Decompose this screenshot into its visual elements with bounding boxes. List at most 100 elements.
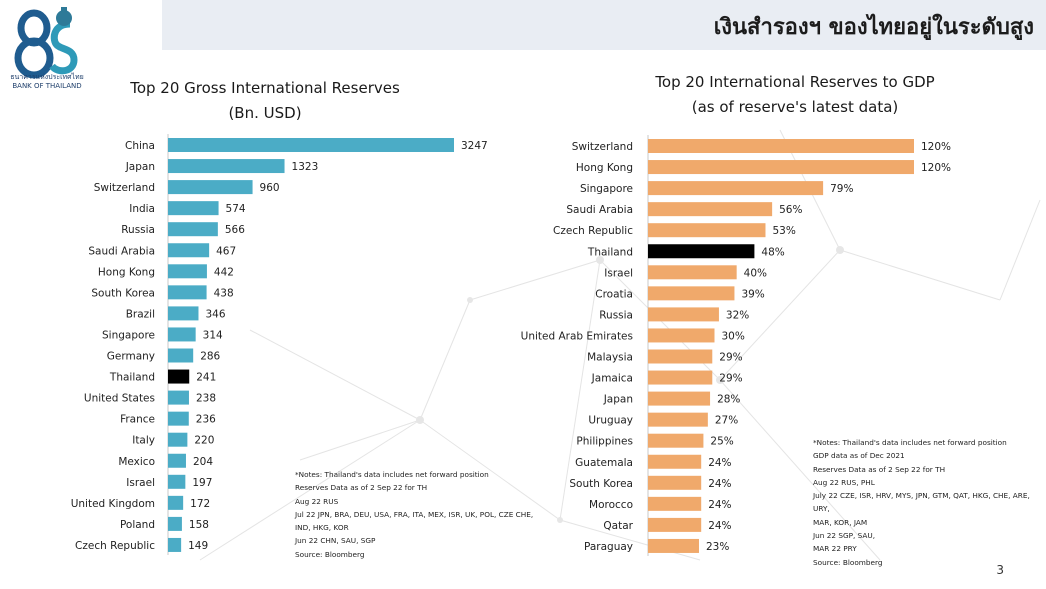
right-value-label: 48% bbox=[761, 246, 784, 258]
right-note-line: MAR 22 PRY bbox=[813, 544, 857, 554]
right-value-label: 24% bbox=[708, 520, 731, 532]
right-category-label: Saudi Arabia bbox=[566, 204, 633, 216]
right-bar bbox=[648, 538, 699, 553]
left-bar bbox=[168, 243, 210, 258]
left-bar bbox=[168, 474, 186, 489]
right-category-label: Czech Republic bbox=[553, 225, 633, 237]
left-category-label: Israel bbox=[126, 477, 155, 489]
right-bar bbox=[648, 391, 711, 406]
left-category-label: South Korea bbox=[91, 287, 155, 299]
right-category-label: Jamaica bbox=[591, 373, 633, 385]
right-category-label: Israel bbox=[604, 267, 633, 279]
left-value-label: 574 bbox=[226, 203, 246, 215]
right-category-label: Uruguay bbox=[588, 415, 633, 427]
right-category-label: Morocco bbox=[589, 499, 633, 511]
left-value-label: 3247 bbox=[461, 140, 488, 152]
left-note-line: *Notes: Thailand's data includes net for… bbox=[295, 470, 489, 479]
left-bar bbox=[168, 411, 189, 426]
left-bar bbox=[168, 159, 285, 174]
right-value-label: 39% bbox=[741, 288, 764, 300]
right-category-label: Guatemala bbox=[575, 457, 633, 469]
right-category-label: Singapore bbox=[580, 183, 633, 195]
logo-name-th: ธนาคารแห่งประเทศไทย bbox=[10, 73, 84, 81]
left-bar bbox=[168, 306, 199, 321]
left-value-label: 220 bbox=[194, 435, 214, 447]
right-value-label: 24% bbox=[708, 478, 731, 490]
page-title: เงินสำรองฯ ของไทยอยู่ในระดับสูง bbox=[713, 15, 1034, 40]
right-note-line: MAR, KOR, JAM bbox=[813, 517, 868, 527]
right-value-label: 32% bbox=[726, 309, 749, 321]
right-note-line: *Notes: Thailand's data includes net for… bbox=[813, 438, 1007, 447]
left-category-label: France bbox=[120, 414, 155, 426]
left-bar bbox=[168, 369, 190, 384]
right-bar bbox=[648, 370, 713, 385]
left-bar bbox=[168, 138, 454, 152]
logo-caption: ธนาคารแห่งประเทศไทย BANK OF THAILAND bbox=[4, 73, 90, 91]
header-band: เงินสำรองฯ ของไทยอยู่ในระดับสูง bbox=[162, 0, 1046, 50]
right-value-label: 25% bbox=[710, 436, 733, 448]
right-bar bbox=[648, 475, 702, 490]
left-note-line: Jul 22 JPN, BRA, DEU, USA, FRA, ITA, MEX… bbox=[295, 509, 534, 519]
left-bar bbox=[168, 432, 188, 447]
right-note-line: Jun 22 SGP, SAU, bbox=[813, 531, 876, 541]
right-note-line: Source: Bloomberg bbox=[813, 557, 883, 567]
left-bar bbox=[168, 285, 207, 300]
left-category-label: Brazil bbox=[126, 308, 155, 320]
right-bar bbox=[648, 412, 708, 427]
left-category-label: Czech Republic bbox=[75, 540, 155, 552]
left-category-label: United States bbox=[84, 393, 155, 405]
left-category-label: Japan bbox=[125, 161, 155, 173]
right-value-label: 79% bbox=[830, 183, 853, 195]
left-bar bbox=[168, 222, 218, 237]
right-bar bbox=[648, 181, 824, 196]
left-category-label: United Kingdom bbox=[71, 498, 155, 510]
left-bar bbox=[168, 348, 194, 363]
left-value-label: 204 bbox=[193, 456, 213, 468]
right-value-label: 23% bbox=[706, 541, 729, 553]
left-bar bbox=[168, 495, 184, 510]
left-category-label: Saudi Arabia bbox=[88, 245, 155, 257]
left-value-label: 1323 bbox=[292, 161, 319, 173]
right-bar bbox=[648, 160, 914, 175]
left-category-label: India bbox=[129, 203, 155, 215]
right-bar bbox=[648, 349, 713, 364]
left-value-label: 149 bbox=[188, 540, 208, 552]
right-value-label: 40% bbox=[744, 267, 767, 279]
left-value-label: 442 bbox=[214, 266, 234, 278]
left-value-label: 314 bbox=[203, 329, 223, 341]
right-chart-title: Top 20 International Reserves to GDP (as… bbox=[620, 70, 970, 120]
left-note-line: Jun 22 CHN, SAU, SGP bbox=[295, 536, 376, 546]
left-value-label: 438 bbox=[214, 287, 234, 299]
right-category-label: Croatia bbox=[595, 288, 633, 300]
left-category-label: Switzerland bbox=[94, 182, 155, 194]
left-value-label: 566 bbox=[225, 224, 245, 236]
right-value-label: 120% bbox=[921, 162, 951, 174]
right-note-line: Aug 22 RUS, PHL bbox=[813, 477, 875, 487]
left-chart-title-main: Top 20 Gross International Reserves bbox=[130, 79, 400, 97]
right-category-label: Thailand bbox=[587, 246, 633, 258]
left-category-label: Russia bbox=[121, 224, 155, 236]
left-value-label: 960 bbox=[260, 182, 280, 194]
left-chart-subtitle: (Bn. USD) bbox=[228, 104, 302, 122]
left-value-label: 346 bbox=[205, 308, 225, 320]
left-notes: *Notes: Thailand's data includes net for… bbox=[295, 468, 535, 561]
right-value-label: 29% bbox=[719, 352, 742, 364]
right-category-label: Hong Kong bbox=[576, 162, 633, 174]
right-chart-title-main: Top 20 International Reserves to GDP bbox=[655, 73, 935, 91]
right-value-label: 53% bbox=[772, 225, 795, 237]
right-note-line: July 22 CZE, ISR, HRV, MYS, JPN, GTM, QA… bbox=[813, 491, 1030, 514]
right-note-line: Reserves Data as of 2 Sep 22 for TH bbox=[813, 464, 946, 474]
right-value-label: 56% bbox=[779, 204, 802, 216]
left-value-label: 172 bbox=[190, 498, 210, 510]
left-category-label: Italy bbox=[132, 435, 155, 447]
left-value-label: 236 bbox=[196, 414, 216, 426]
right-category-label: Russia bbox=[599, 309, 633, 321]
right-value-label: 24% bbox=[708, 499, 731, 511]
left-value-label: 467 bbox=[216, 245, 236, 257]
left-bar bbox=[168, 390, 189, 405]
left-bar bbox=[168, 201, 219, 216]
right-chart-subtitle: (as of reserve's latest data) bbox=[691, 98, 899, 116]
left-note-line: Source: Bloomberg bbox=[295, 549, 365, 559]
right-category-label: Switzerland bbox=[572, 141, 633, 153]
